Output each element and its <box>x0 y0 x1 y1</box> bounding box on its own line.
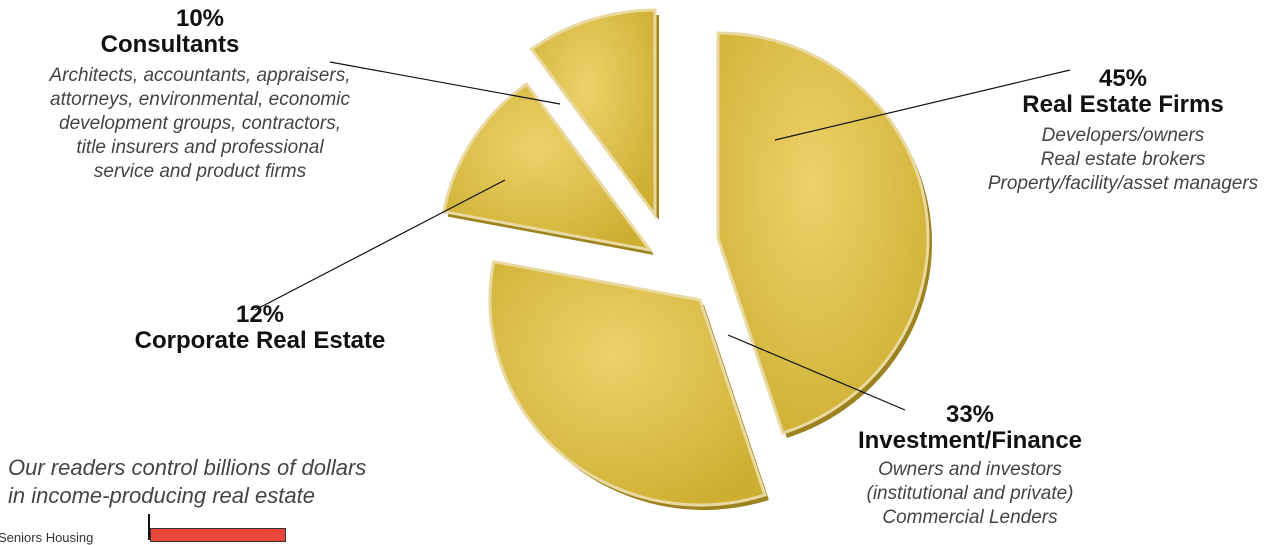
pct-real-estate: 45% <box>1098 65 1148 92</box>
label-corporate: 12% Corporate Real Estate <box>100 302 420 354</box>
cat-investment: Investment/Finance <box>857 427 1083 454</box>
label-consultants: 10% Consultants Architects, accountants,… <box>0 6 400 184</box>
cat-consultants: Consultants <box>100 31 240 58</box>
desc-investment: Owners and investors (institutional and … <box>866 459 1074 528</box>
pct-corporate: 12% <box>235 301 285 328</box>
slice-consultants <box>529 8 657 220</box>
label-investment: 33% Investment/Finance Owners and invest… <box>790 402 1150 530</box>
footer-note: Our readers control billions of dollars … <box>8 455 367 508</box>
leader-investment <box>727 334 906 411</box>
slice-real-estate <box>716 31 930 435</box>
bar-axis <box>148 514 150 540</box>
desc-real-estate: Developers/owners Real estate brokers Pr… <box>987 125 1259 194</box>
bar-label: Seniors Housing <box>0 530 94 545</box>
leader-corporate <box>254 179 506 311</box>
slice-corporate <box>441 82 654 253</box>
pct-consultants: 10% <box>175 5 225 32</box>
label-real-estate: 45% Real Estate Firms Developers/owners … <box>970 66 1275 196</box>
cat-corporate: Corporate Real Estate <box>134 327 386 354</box>
leader-real-estate <box>774 69 1071 141</box>
leader-consultants <box>329 61 561 105</box>
pct-investment: 33% <box>945 401 995 428</box>
slice-investment <box>488 259 767 507</box>
cat-real-estate: Real Estate Firms <box>1022 91 1224 118</box>
desc-consultants: Architects, accountants, appraisers, att… <box>49 65 351 182</box>
